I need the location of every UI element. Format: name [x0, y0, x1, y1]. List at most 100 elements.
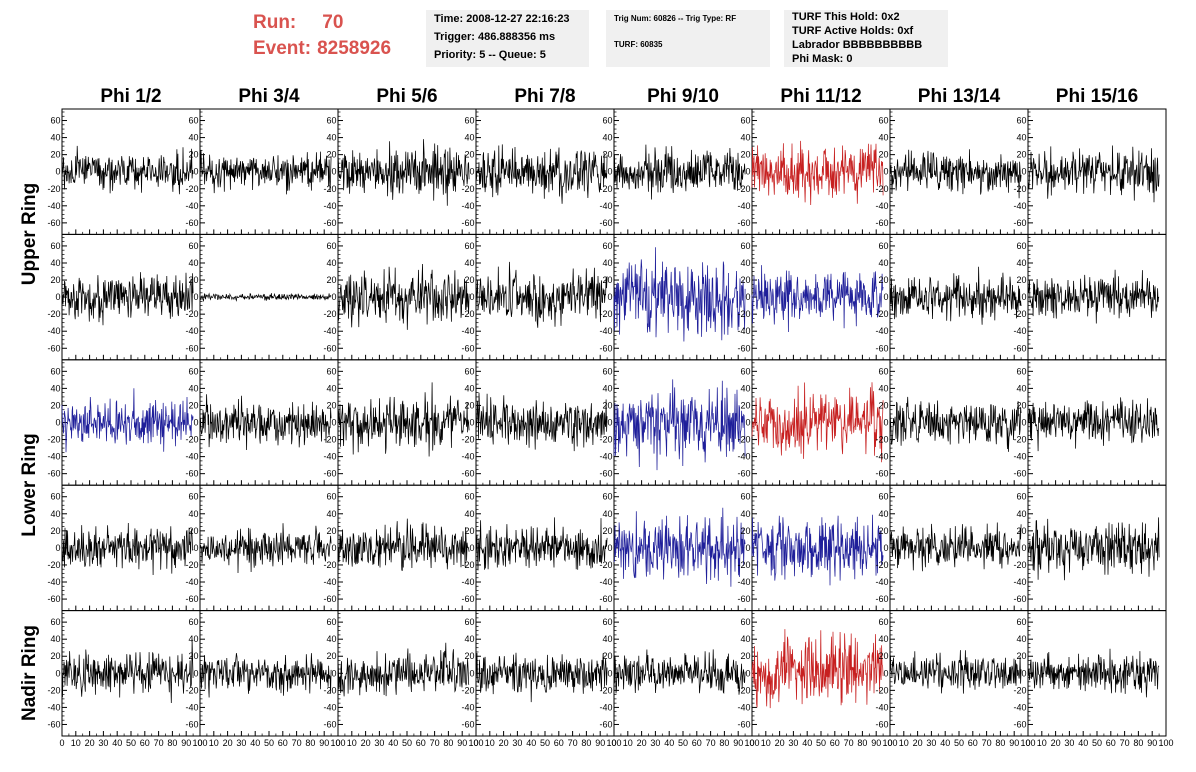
panel-frame — [61, 108, 201, 235]
waveform-trace — [475, 652, 608, 703]
y-tick-label: 40 — [326, 383, 336, 393]
phi-header-6: Phi 11/12 — [780, 86, 862, 107]
x-tick-label: 90 — [319, 738, 329, 748]
y-tick-label: -60 — [323, 594, 336, 604]
y-tick-label: 60 — [188, 116, 198, 126]
y-tick-label: 40 — [740, 133, 750, 143]
y-tick-label: -40 — [185, 702, 198, 712]
y-tick-label: 20 — [50, 275, 60, 285]
y-tick-label: 20 — [326, 150, 336, 160]
x-tick-label: 50 — [126, 738, 136, 748]
y-tick-label: 0 — [469, 543, 474, 553]
y-tick-label: 60 — [740, 617, 750, 627]
y-tick-label: 20 — [464, 400, 474, 410]
x-tick-label: 50 — [264, 738, 274, 748]
y-tick-label: -20 — [47, 435, 60, 445]
y-tick-label: -40 — [599, 577, 612, 587]
event-label: Event: — [253, 38, 312, 59]
y-tick-label: -40 — [323, 577, 336, 587]
y-tick-label: 40 — [326, 509, 336, 519]
x-tick-label: 20 — [361, 738, 371, 748]
x-tick-label: 30 — [374, 738, 384, 748]
x-tick-label: 80 — [1133, 738, 1143, 748]
y-tick-label: -20 — [599, 435, 612, 445]
y-tick-label: -20 — [737, 435, 750, 445]
x-tick-label: 10 — [1037, 738, 1047, 748]
y-tick-label: 40 — [188, 509, 198, 519]
y-tick-label: -60 — [47, 719, 60, 729]
y-tick-label: 20 — [878, 150, 888, 160]
y-tick-label: -60 — [47, 469, 60, 479]
y-tick-label: -20 — [1013, 435, 1026, 445]
y-tick-label: 0 — [469, 668, 474, 678]
x-tick-label: 60 — [554, 738, 564, 748]
y-tick-label: 40 — [326, 258, 336, 268]
y-tick-label: 0 — [607, 292, 612, 302]
y-tick-label: -60 — [1013, 218, 1026, 228]
y-tick-label: 40 — [464, 634, 474, 644]
y-tick-label: -60 — [875, 594, 888, 604]
y-tick-label: -20 — [737, 184, 750, 194]
y-tick-label: -60 — [599, 218, 612, 228]
y-tick-label: 60 — [1016, 241, 1026, 251]
waveform-trace — [61, 522, 194, 576]
y-tick-label: 20 — [602, 651, 612, 661]
waveform-panel: -60 -40 -20 0 20 40 60 — [875, 233, 1029, 361]
waveform-trace — [337, 642, 470, 697]
x-tick-label: 70 — [844, 738, 854, 748]
phi-header-7: Phi 13/14 — [917, 86, 1001, 107]
y-tick-label: 0 — [1021, 418, 1026, 428]
y-tick-label: -60 — [599, 719, 612, 729]
y-tick-label: 40 — [1016, 509, 1026, 519]
y-tick-label: 60 — [740, 492, 750, 502]
y-tick-label: -40 — [875, 201, 888, 211]
waveform-panel: -60 -40 -20 0 20 40 60 — [47, 233, 201, 361]
y-tick-label: 40 — [1016, 258, 1026, 268]
y-tick-label: -40 — [875, 326, 888, 336]
y-tick-label: -60 — [599, 594, 612, 604]
y-tick-label: 40 — [188, 634, 198, 644]
y-tick-label: 60 — [878, 492, 888, 502]
y-tick-label: 0 — [1021, 167, 1026, 177]
y-tick-label: 60 — [188, 366, 198, 376]
x-tick-label: 70 — [1120, 738, 1130, 748]
y-tick-label: -20 — [461, 435, 474, 445]
x-tick-label: 0 — [749, 738, 754, 748]
y-tick-label: -60 — [737, 343, 750, 353]
y-tick-label: 20 — [602, 400, 612, 410]
x-tick-label: 70 — [154, 738, 164, 748]
y-tick-label: -20 — [875, 560, 888, 570]
y-tick-label: 60 — [602, 492, 612, 502]
y-tick-label: 0 — [607, 418, 612, 428]
waveform-panel: -60 -40 -20 0 20 40 60 — [323, 484, 477, 612]
x-tick-label: 30 — [236, 738, 246, 748]
x-tick-label: 30 — [98, 738, 108, 748]
y-tick-label: -40 — [599, 702, 612, 712]
y-tick-label: -40 — [323, 702, 336, 712]
y-tick-label: 20 — [188, 150, 198, 160]
y-tick-label: -60 — [185, 469, 198, 479]
waveform-trace — [889, 650, 1022, 694]
y-tick-label: 0 — [1021, 292, 1026, 302]
x-tick-label: 20 — [637, 738, 647, 748]
y-tick-label: 60 — [740, 366, 750, 376]
y-tick-label: 40 — [740, 258, 750, 268]
y-tick-label: -20 — [599, 184, 612, 194]
x-tick-label: 40 — [1078, 738, 1088, 748]
waveform-panel: -60 -40 -20 0 20 40 60 — [47, 108, 201, 235]
x-tick-label: 20 — [1051, 738, 1061, 748]
x-tick-label: 30 — [926, 738, 936, 748]
x-tick-label: 60 — [1106, 738, 1116, 748]
x-tick-label: 70 — [568, 738, 578, 748]
y-tick-label: -20 — [1013, 309, 1026, 319]
x-tick-label: 60 — [416, 738, 426, 748]
y-tick-label: 60 — [464, 241, 474, 251]
y-tick-label: 0 — [607, 167, 612, 177]
y-tick-label: -60 — [875, 719, 888, 729]
y-tick-label: 60 — [326, 366, 336, 376]
y-tick-label: -40 — [323, 452, 336, 462]
y-tick-label: -60 — [599, 469, 612, 479]
waveform-trace — [61, 145, 194, 195]
